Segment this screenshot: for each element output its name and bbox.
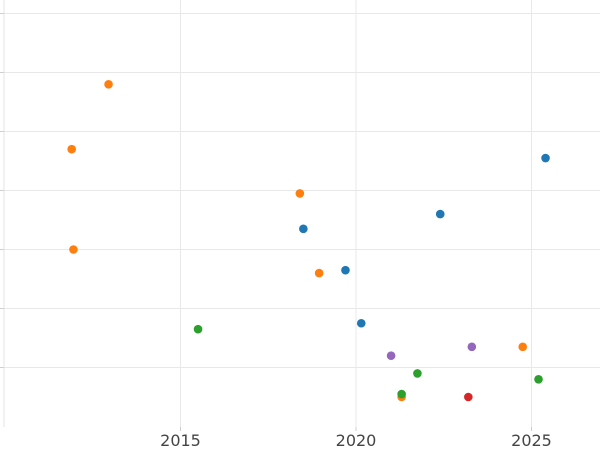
data-point	[193, 324, 203, 334]
data-point	[104, 80, 113, 89]
data-point	[299, 224, 308, 234]
x-tick-label: 2025	[511, 431, 552, 450]
grid-lines	[0, 0, 600, 427]
data-point	[386, 351, 396, 361]
data-point	[413, 369, 422, 378]
data-point	[356, 318, 366, 328]
data-point	[467, 342, 477, 352]
data-point	[341, 265, 350, 275]
data-point	[435, 209, 445, 219]
data-point	[67, 144, 76, 154]
x-tick-label: 2020	[336, 431, 377, 450]
data-point	[69, 245, 78, 254]
data-point	[295, 189, 305, 198]
data-point	[314, 268, 324, 278]
data-points	[67, 80, 550, 402]
x-tick-label: 2015	[160, 431, 201, 450]
data-point	[397, 389, 406, 399]
data-point	[518, 342, 528, 352]
data-point	[534, 375, 543, 384]
x-axis-ticks: 2015 2020 2025	[160, 427, 552, 450]
data-point	[464, 392, 473, 402]
data-point	[541, 153, 550, 163]
